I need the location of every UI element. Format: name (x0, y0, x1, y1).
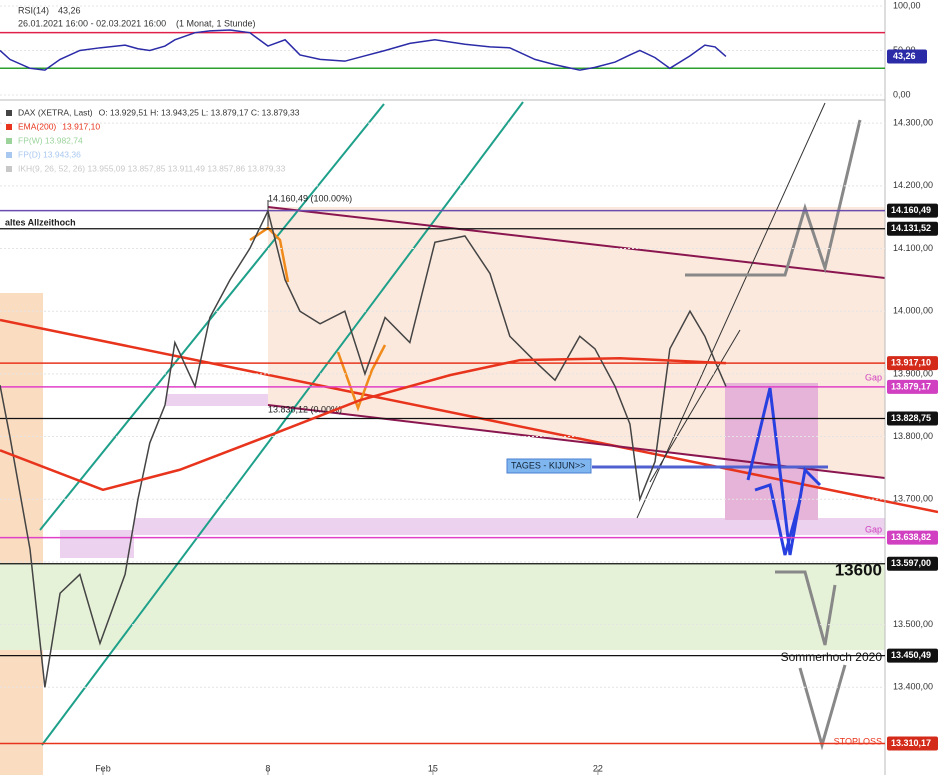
annotation: STOPLOSS (834, 736, 882, 746)
level-label: 13.450,49 (891, 650, 931, 660)
legend-value: 13.917,10 (62, 121, 100, 131)
y-tick-label: 13.900,00 (893, 368, 933, 378)
date-range: 26.01.2021 16:00 - 02.03.2021 16:00 (18, 18, 166, 28)
level-box (887, 556, 938, 571)
y-tick-label: 13.800,00 (893, 431, 933, 441)
rsi-value: 43,26 (58, 5, 81, 15)
x-tick-label: 8 (265, 763, 270, 773)
annotation: Gap (865, 372, 882, 382)
value-label: 43,26 (893, 51, 916, 61)
level-box (887, 203, 938, 218)
annotation: 14.160,49 (100.00%) (268, 193, 352, 203)
data-line (0, 356, 727, 492)
legend-label: FP(D) 13.943,36 (18, 149, 81, 159)
legend-swatch (6, 110, 12, 116)
level-box (887, 356, 938, 371)
level-label: 13.638,82 (891, 532, 931, 542)
y-tick-label: 13.700,00 (893, 494, 933, 504)
level-label: 13.917,10 (891, 358, 931, 368)
y-tick-label: 100,00 (893, 0, 921, 10)
x-tick-label: Feb (95, 763, 111, 773)
level-label: 13.310,17 (891, 738, 931, 748)
level-label: 13.828,75 (891, 413, 931, 423)
y-tick-label: 14.100,00 (893, 243, 933, 253)
data-line (0, 29, 727, 71)
y-tick-label: 0,00 (893, 89, 911, 99)
x-tick-label: 22 (593, 763, 603, 773)
data-line (0, 208, 727, 688)
level-box (887, 648, 938, 663)
annotation: 13.830,12 (0.00%) (268, 404, 342, 414)
y-tick-label: 14.000,00 (893, 306, 933, 316)
y-tick-label: 14.200,00 (893, 180, 933, 190)
y-tick-label: 14.300,00 (893, 118, 933, 128)
annotation: Gap (865, 524, 882, 534)
legend-label: FP(W) 13.982,74 (18, 135, 83, 145)
legend-swatch (6, 124, 12, 130)
level-box (887, 379, 938, 394)
x-tick-label: 15 (428, 763, 438, 773)
annotation: 13600 (835, 560, 882, 579)
y-tick-label: 13.400,00 (893, 682, 933, 692)
period: (1 Monat, 1 Stunde) (176, 18, 256, 28)
level-box (887, 411, 938, 426)
level-box (887, 221, 938, 236)
level-box (887, 530, 938, 545)
rsi-title: RSI(14) (18, 5, 49, 15)
value-box (887, 49, 927, 64)
level-label: 14.131,52 (891, 223, 931, 233)
annotation: altes Allzeithoch (5, 217, 76, 227)
y-tick-label: 13.500,00 (893, 619, 933, 629)
legend-label: DAX (XETRA, Last) (18, 107, 93, 117)
legend-value: O: 13.929,51 H: 13.943,25 L: 13.879,17 C… (99, 107, 300, 117)
legend-label: EMA(200) (18, 121, 56, 131)
level-label: 14.160,49 (891, 205, 931, 215)
annotation: TAGES - KIJUN>> (511, 460, 585, 470)
level-box (887, 736, 938, 751)
legend-swatch (6, 152, 12, 158)
level-label: 13.597,00 (891, 558, 931, 568)
annotation: Sommerhoch 2020 (781, 650, 883, 664)
level-label: 13.879,17 (891, 381, 931, 391)
legend-swatch (6, 166, 12, 172)
legend-label: IKH(9, 26, 52, 26) 13.955,09 13.857,85 1… (18, 163, 286, 173)
legend-swatch (6, 138, 12, 144)
